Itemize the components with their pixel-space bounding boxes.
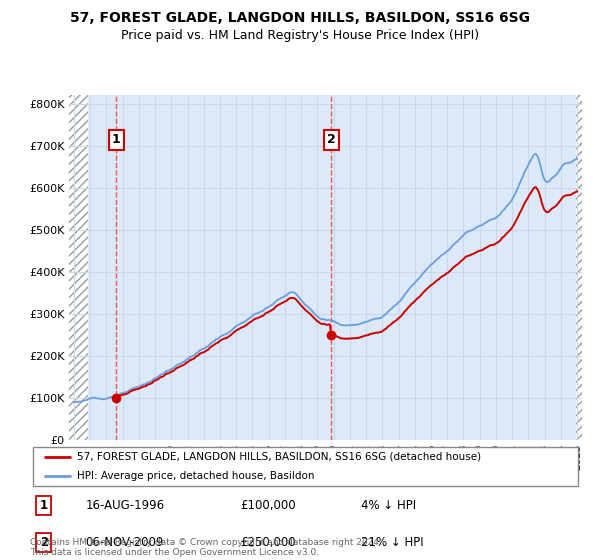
Text: 57, FOREST GLADE, LANGDON HILLS, BASILDON, SS16 6SG: 57, FOREST GLADE, LANGDON HILLS, BASILDO… — [70, 11, 530, 25]
Text: 06-NOV-2009: 06-NOV-2009 — [85, 536, 164, 549]
Text: HPI: Average price, detached house, Basildon: HPI: Average price, detached house, Basi… — [77, 471, 314, 481]
Text: 1: 1 — [40, 499, 48, 512]
Bar — [575, 95, 582, 440]
Text: 57, FOREST GLADE, LANGDON HILLS, BASILDON, SS16 6SG (detached house): 57, FOREST GLADE, LANGDON HILLS, BASILDO… — [77, 451, 481, 461]
Text: £250,000: £250,000 — [240, 536, 295, 549]
Text: £100,000: £100,000 — [240, 499, 295, 512]
Text: 21% ↓ HPI: 21% ↓ HPI — [361, 536, 424, 549]
Text: Contains HM Land Registry data © Crown copyright and database right 2024.
This d: Contains HM Land Registry data © Crown c… — [30, 538, 382, 557]
Text: 1: 1 — [112, 133, 121, 147]
Text: Price paid vs. HM Land Registry's House Price Index (HPI): Price paid vs. HM Land Registry's House … — [121, 29, 479, 42]
Text: 2: 2 — [40, 536, 48, 549]
Text: 4% ↓ HPI: 4% ↓ HPI — [361, 499, 416, 512]
Bar — [69, 95, 88, 440]
Text: 16-AUG-1996: 16-AUG-1996 — [85, 499, 164, 512]
FancyBboxPatch shape — [33, 447, 578, 486]
Text: 2: 2 — [326, 133, 335, 147]
